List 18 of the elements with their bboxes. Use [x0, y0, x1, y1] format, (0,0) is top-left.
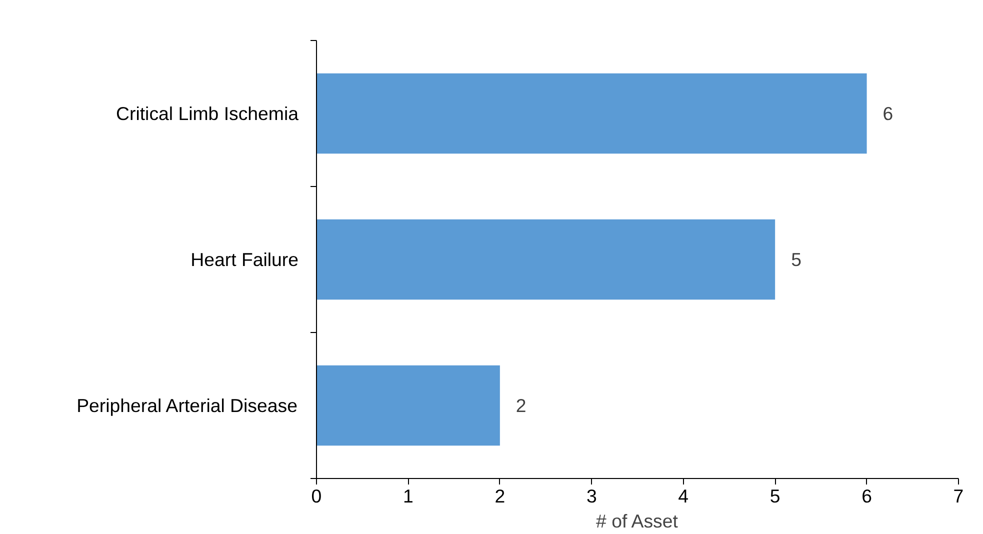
data-label: 5 [791, 249, 802, 270]
bar [316, 365, 500, 446]
y-tick-label: Peripheral Arterial Disease [76, 395, 298, 416]
x-tick-label: 4 [678, 486, 689, 506]
x-tick-label: 3 [586, 486, 597, 506]
data-label: 2 [516, 395, 526, 416]
y-tick-label: Heart Failure [190, 249, 299, 270]
x-tick-label: 7 [953, 486, 964, 506]
bar [316, 219, 776, 300]
y-tick-label: Critical Limb Ischemia [116, 103, 300, 124]
x-tick-label: 5 [770, 486, 780, 506]
x-tick-label: 0 [311, 486, 322, 506]
bar [316, 73, 867, 154]
data-label: 6 [882, 103, 894, 124]
x-tick-label: 6 [862, 486, 872, 506]
x-tick-label: 2 [494, 486, 506, 506]
x-axis-title: # of Asset [596, 510, 679, 532]
x-tick-label: 1 [403, 486, 414, 506]
